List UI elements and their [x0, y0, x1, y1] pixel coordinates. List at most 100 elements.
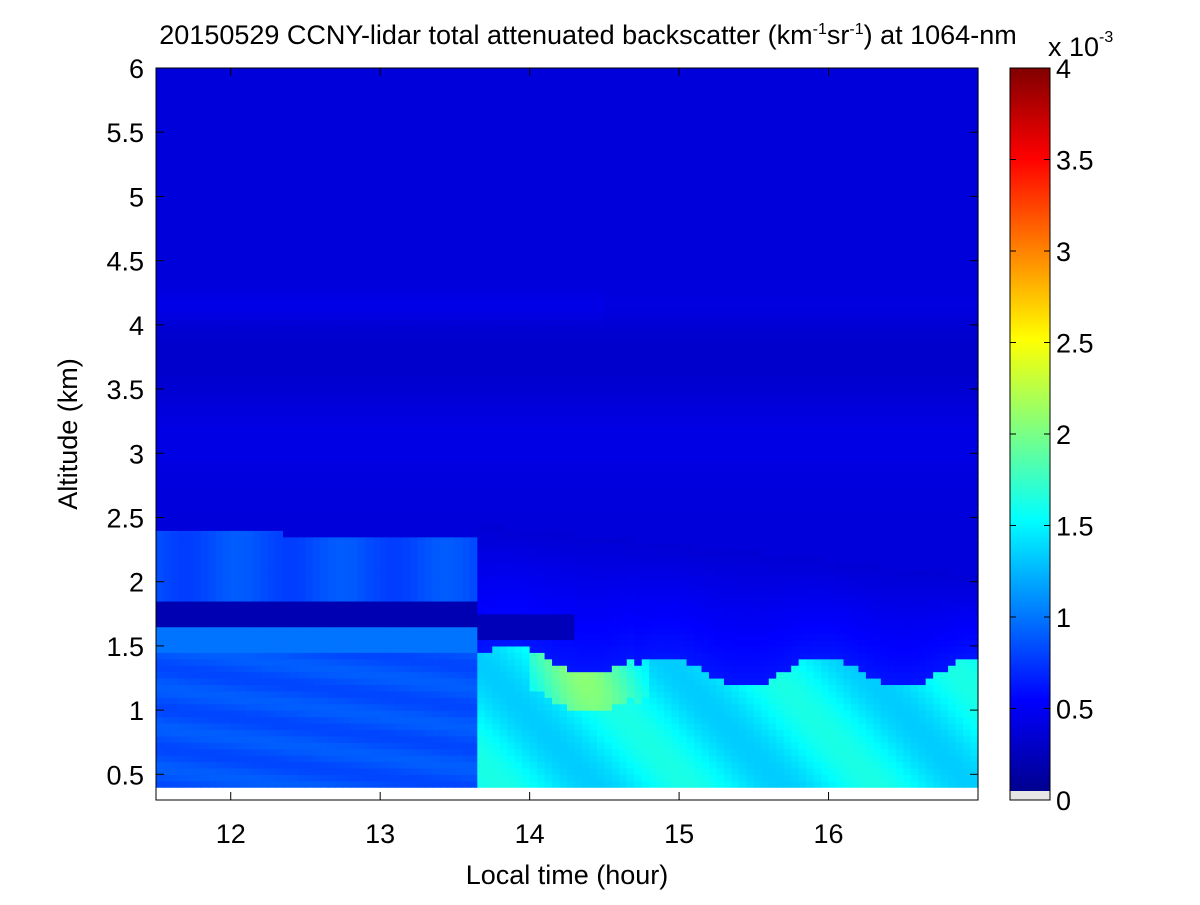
- heat-cell: [223, 170, 232, 178]
- heat-cell: [297, 145, 307, 153]
- heat-cell: [462, 222, 471, 230]
- heat-cell: [439, 504, 449, 512]
- heat-cell: [238, 215, 247, 223]
- heat-cell: [312, 331, 321, 339]
- heat-cell: [215, 138, 224, 146]
- heat-cell: [178, 74, 187, 82]
- heat-cell: [230, 196, 239, 204]
- heat-cell: [365, 697, 374, 705]
- heat-cell: [432, 382, 441, 390]
- heat-cell: [156, 594, 165, 602]
- heat-cell: [439, 369, 449, 377]
- heat-cell: [365, 170, 374, 178]
- heat-cell: [253, 138, 262, 146]
- heat-cell: [462, 504, 471, 512]
- heat-cell: [417, 183, 426, 191]
- heat-cell: [283, 613, 292, 621]
- heat-cell: [215, 215, 224, 223]
- heat-cell: [395, 536, 404, 544]
- heat-cell: [357, 755, 366, 763]
- heat-cell: [245, 279, 254, 287]
- heat-cell: [312, 190, 321, 198]
- heat-cell: [178, 93, 187, 101]
- heat-cell: [327, 427, 336, 435]
- heat-cell: [290, 215, 299, 223]
- heat-cell: [342, 254, 351, 262]
- heat-cell: [387, 363, 396, 371]
- heat-cell: [380, 305, 389, 313]
- heat-cell: [320, 80, 329, 88]
- heat-cell: [170, 132, 180, 140]
- heat-cell: [469, 594, 478, 602]
- heat-cell: [327, 466, 336, 474]
- heat-cell: [260, 530, 269, 538]
- heat-cell: [327, 639, 336, 647]
- heat-cell: [342, 164, 351, 172]
- heat-cell: [223, 215, 232, 223]
- heat-cell: [223, 478, 232, 486]
- heat-cell: [268, 703, 277, 711]
- heat-cell: [327, 678, 336, 686]
- heat-cell: [439, 286, 449, 294]
- heat-cell: [365, 453, 374, 461]
- heat-cell: [410, 556, 419, 564]
- heat-cell: [253, 414, 262, 422]
- heat-cell: [417, 466, 426, 474]
- heat-cell: [327, 761, 336, 769]
- heat-cell: [156, 748, 165, 756]
- heat-cell: [253, 196, 262, 204]
- heat-cell: [185, 549, 194, 557]
- heat-cell: [410, 331, 419, 339]
- heat-cell: [342, 145, 351, 153]
- heat-cell: [469, 260, 478, 268]
- heat-cell: [297, 446, 307, 454]
- heat-cell: [469, 164, 478, 172]
- heat-cell: [395, 183, 404, 191]
- heat-cell: [275, 427, 284, 435]
- heat-cell: [223, 556, 232, 564]
- heat-cell: [223, 389, 232, 397]
- heat-cell: [200, 132, 209, 140]
- heat-cell: [447, 716, 456, 724]
- heat-cell: [215, 337, 224, 345]
- heat-cell: [260, 202, 269, 210]
- heat-cell: [238, 376, 247, 384]
- heat-cell: [425, 74, 434, 82]
- heat-cell: [275, 106, 284, 114]
- heat-cell: [357, 466, 366, 474]
- heat-cell: [275, 453, 284, 461]
- heat-cell: [268, 543, 277, 551]
- heat-cell: [380, 620, 389, 628]
- heat-cell: [469, 607, 478, 615]
- heat-cell: [469, 440, 478, 448]
- heat-cell: [290, 151, 299, 159]
- heat-cell: [335, 106, 344, 114]
- heat-cell: [290, 453, 299, 461]
- heat-cell: [484, 742, 493, 750]
- heat-cell: [170, 453, 180, 461]
- heat-cell: [275, 254, 284, 262]
- heat-cell: [193, 600, 202, 608]
- heat-cell: [223, 299, 232, 307]
- heat-cell: [163, 665, 172, 673]
- heat-cell: [268, 633, 277, 641]
- heat-cell: [380, 581, 389, 589]
- heat-cell: [447, 478, 456, 486]
- heat-cell: [283, 780, 292, 788]
- heat-cell: [372, 215, 381, 223]
- heat-cell: [477, 729, 486, 737]
- heat-cell: [245, 292, 254, 300]
- heat-cell: [253, 767, 262, 775]
- heat-cell: [230, 626, 239, 634]
- heat-cell: [447, 260, 456, 268]
- heat-cell: [342, 684, 351, 692]
- heat-cell: [215, 761, 224, 769]
- heat-cell: [283, 100, 292, 108]
- heat-cell: [410, 151, 419, 159]
- heat-cell: [335, 74, 344, 82]
- heat-cell: [283, 376, 292, 384]
- heat-cell: [387, 530, 396, 538]
- heat-cell: [170, 710, 180, 718]
- heat-cell: [380, 684, 389, 692]
- heat-cell: [170, 722, 180, 730]
